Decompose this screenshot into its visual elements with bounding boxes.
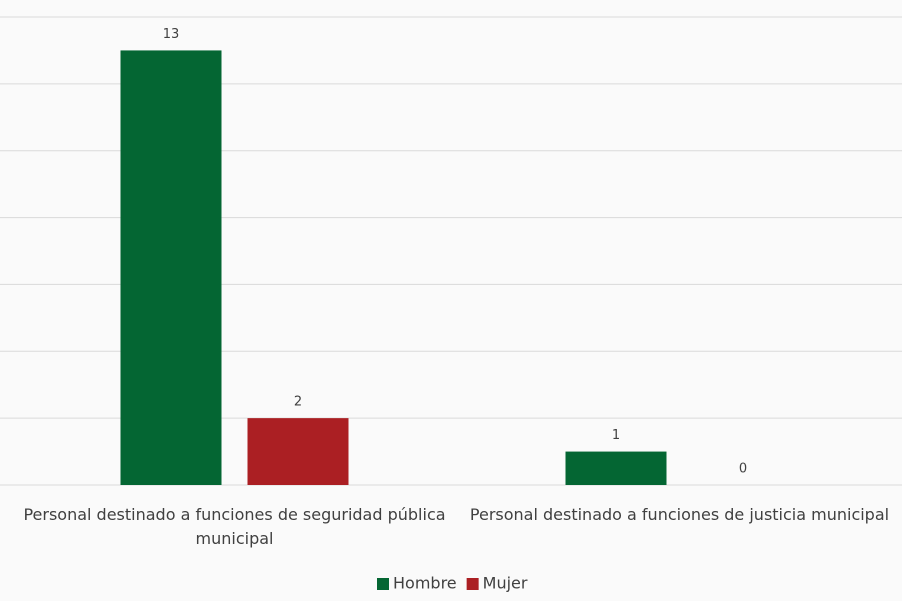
data-label: 1 — [612, 428, 620, 443]
x-tick-label: Personal destinado a funciones de seguri… — [23, 505, 446, 548]
x-tick-label: Personal destinado a funciones de justic… — [469, 505, 890, 524]
data-label: 2 — [294, 395, 302, 410]
data-label: 0 — [739, 462, 747, 477]
legend-swatch — [377, 578, 389, 590]
bar — [120, 50, 222, 486]
bar — [565, 451, 667, 485]
legend-label: Hombre — [393, 574, 457, 593]
data-label: 13 — [163, 27, 180, 42]
legend-swatch — [466, 578, 479, 590]
legend-label: Mujer — [483, 574, 528, 593]
bar — [247, 418, 349, 485]
